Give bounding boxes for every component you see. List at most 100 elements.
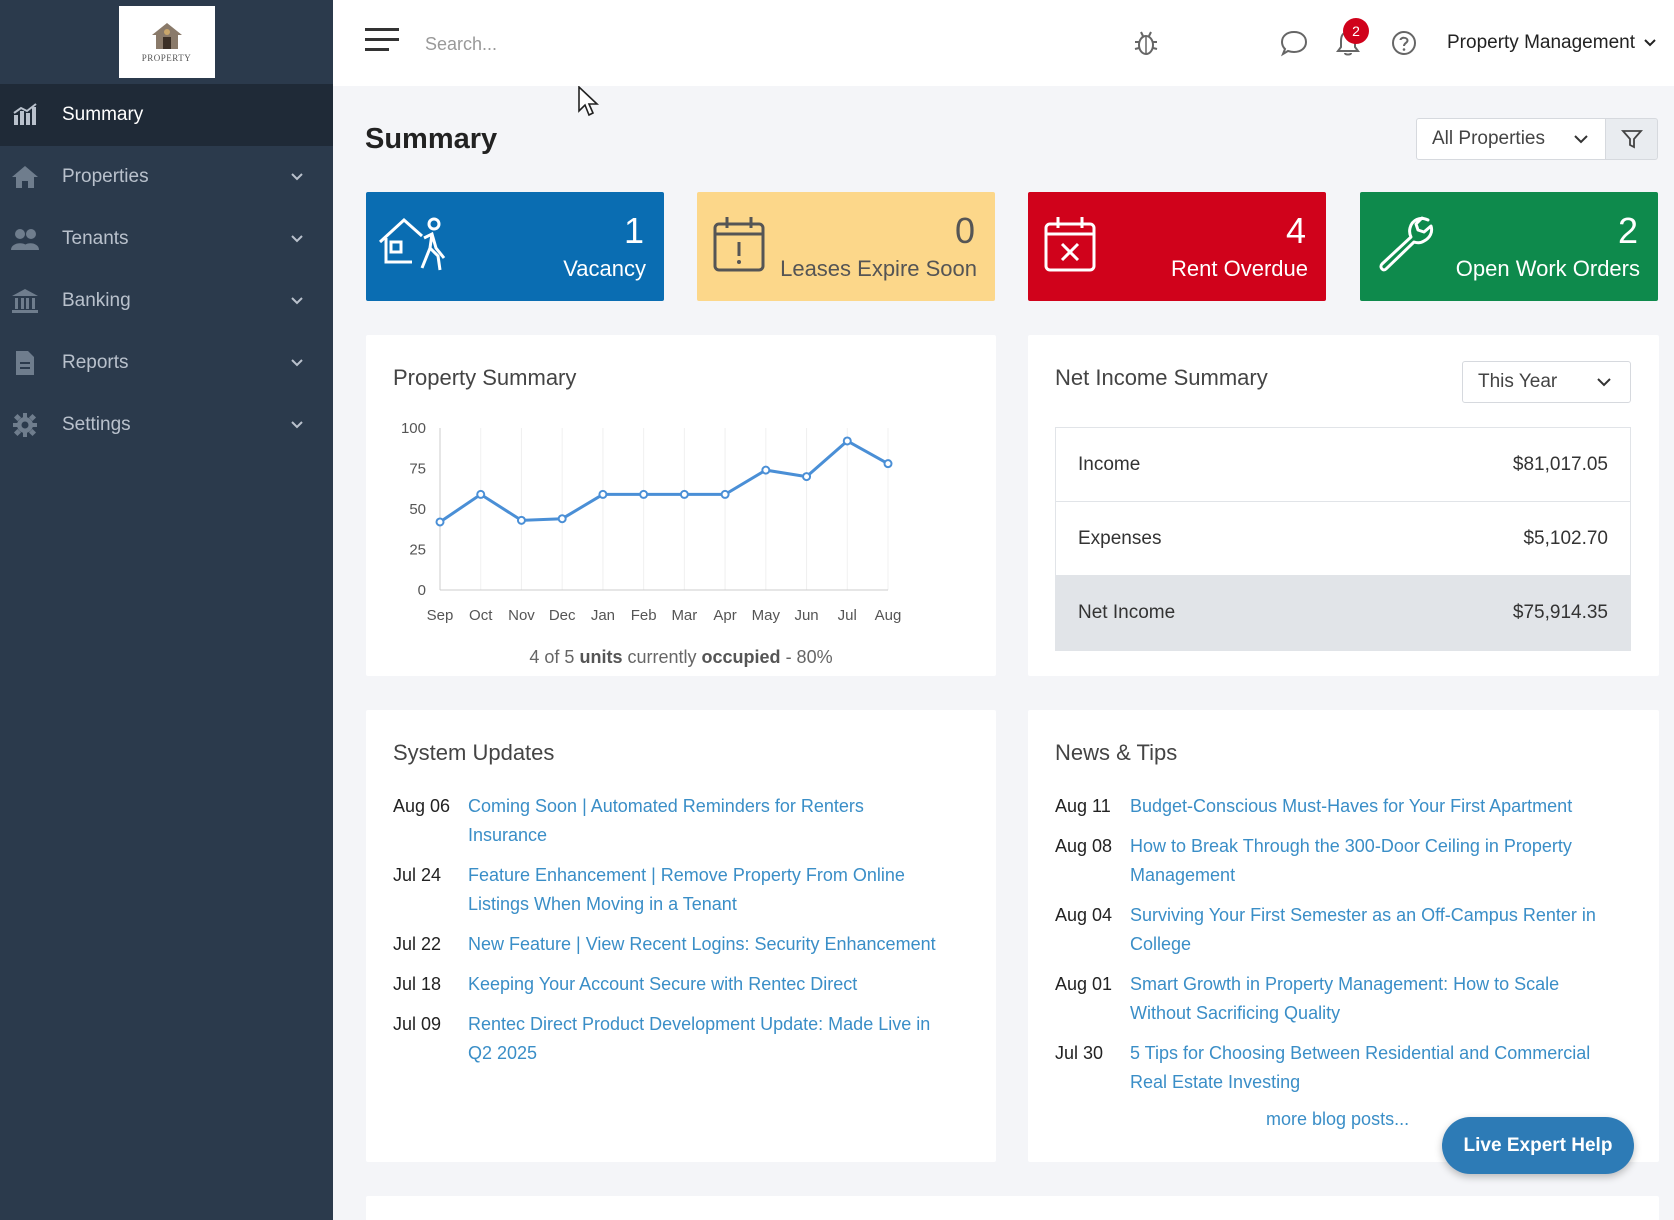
sidebar-item-label: Settings (62, 414, 131, 435)
x-tick-label: May (752, 607, 781, 624)
rent-overdue-count: 4 (1285, 210, 1306, 251)
more-blog-posts-link[interactable]: more blog posts... (1266, 1109, 1410, 1129)
chevron-down-icon (291, 235, 303, 243)
list-item: Aug 06 Coming Soon | Automated Reminders… (393, 792, 936, 850)
caption-units: units (579, 647, 623, 667)
filter-icon (1620, 130, 1643, 149)
account-label: Property Management (1447, 32, 1635, 53)
x-tick-label: Mar (671, 607, 697, 624)
bug-report-icon[interactable] (1131, 28, 1161, 58)
caption-count: 4 of 5 (529, 647, 575, 667)
search-input[interactable] (425, 30, 825, 58)
data-point (476, 489, 486, 499)
update-link[interactable]: Keeping Your Account Secure with Rentec … (468, 974, 858, 994)
live-expert-help-button[interactable]: Live Expert Help (1442, 1117, 1634, 1174)
y-tick-label: 100 (401, 420, 426, 437)
page-title: Summary (365, 123, 498, 155)
data-point (883, 459, 893, 469)
news-list: Aug 11 Budget-Conscious Must-Haves for Y… (1055, 792, 1596, 1108)
document-icon (10, 348, 40, 378)
sidebar-item-label: Properties (62, 166, 149, 187)
sidebar-item-label: Reports (62, 352, 129, 373)
list-item: Jul 22 New Feature | View Recent Logins:… (393, 930, 936, 959)
chevron-down-icon (1644, 39, 1656, 47)
calendar-x-icon (1044, 217, 1096, 272)
row-label: Income (1078, 453, 1141, 475)
sidebar-item-reports[interactable]: Reports (0, 332, 333, 394)
series-line (439, 439, 889, 524)
logo-text: PROPERTY (141, 53, 192, 63)
leases-expire-card[interactable]: 0 Leases Expire Soon (697, 192, 995, 301)
list-item: Jul 30 5 Tips for Choosing Between Resid… (1055, 1039, 1596, 1097)
period-value: This Year (1478, 371, 1558, 392)
house-logo-icon (151, 23, 182, 49)
data-point (435, 517, 445, 527)
news-link[interactable]: 5 Tips for Choosing Between Residential … (1130, 1043, 1591, 1092)
filter-button[interactable] (1605, 118, 1658, 160)
list-item: Aug 11 Budget-Conscious Must-Haves for Y… (1055, 792, 1596, 821)
x-tick-label: Jun (794, 607, 818, 624)
sidebar-item-label: Summary (62, 104, 144, 125)
x-tick-label: Nov (508, 607, 535, 624)
notification-badge: 2 (1343, 18, 1369, 44)
hamburger-menu-icon[interactable] (365, 26, 399, 54)
caption-currently: currently (627, 647, 697, 667)
rent-overdue-card[interactable]: 4 Rent Overdue (1028, 192, 1326, 301)
help-icon[interactable] (1389, 28, 1419, 58)
sidebar-item-properties[interactable]: Properties (0, 146, 333, 208)
list-item: Aug 04 Surviving Your First Semester as … (1055, 901, 1596, 959)
vacancy-card[interactable]: 1 Vacancy (366, 192, 664, 301)
sidebar-item-banking[interactable]: Banking (0, 270, 333, 332)
property-filter-value: All Properties (1432, 128, 1545, 149)
period-select[interactable]: This Year (1462, 361, 1631, 403)
update-link[interactable]: Feature Enhancement | Remove Property Fr… (468, 865, 905, 914)
data-point (598, 489, 608, 499)
occupancy-caption: 4 of 5 units currently occupied - 80% (366, 647, 996, 668)
chevron-down-icon (291, 359, 303, 367)
news-link[interactable]: Smart Growth in Property Management: How… (1130, 974, 1560, 1023)
calendar-alert-icon (713, 217, 765, 272)
x-tick-label: Oct (469, 607, 493, 624)
y-tick-label: 0 (418, 582, 426, 599)
sidebar-item-label: Tenants (62, 228, 129, 249)
x-tick-label: Jul (838, 607, 857, 624)
update-link[interactable]: Coming Soon | Automated Reminders for Re… (468, 796, 864, 845)
leases-expire-count: 0 (954, 210, 975, 251)
panel-title: Net Income Summary (1055, 365, 1268, 390)
chevron-down-icon (1597, 378, 1611, 387)
data-point (516, 515, 526, 525)
list-item: Jul 18 Keeping Your Account Secure with … (393, 970, 936, 999)
work-orders-card[interactable]: 2 Open Work Orders (1360, 192, 1658, 301)
work-orders-count: 2 (1617, 210, 1638, 251)
logo-area: PROPERTY (0, 0, 333, 84)
company-logo[interactable]: PROPERTY (118, 6, 215, 78)
caption-percent: - 80% (785, 647, 833, 667)
item-date: Jul 24 (393, 865, 442, 885)
sidebar-item-settings[interactable]: Settings (0, 394, 333, 456)
news-link[interactable]: Budget-Conscious Must-Haves for Your Fir… (1130, 796, 1573, 816)
system-updates-list: Aug 06 Coming Soon | Automated Reminders… (393, 792, 936, 1079)
news-link[interactable]: How to Break Through the 300-Door Ceilin… (1130, 836, 1572, 885)
list-item: Jul 24 Feature Enhancement | Remove Prop… (393, 861, 936, 919)
bottom-panel (366, 1196, 1659, 1220)
item-date: Aug 04 (1055, 905, 1113, 925)
y-tick-label: 50 (409, 501, 426, 518)
caption-occupied: occupied (701, 647, 781, 667)
sidebar-item-label: Banking (62, 290, 131, 311)
item-date: Jul 22 (393, 934, 442, 954)
wrench-icon (1379, 216, 1434, 272)
chat-icon[interactable] (1279, 28, 1309, 58)
news-link[interactable]: Surviving Your First Semester as an Off-… (1130, 905, 1596, 954)
property-filter-select[interactable]: All Properties (1416, 118, 1606, 160)
row-value: $5,102.70 (1523, 527, 1608, 549)
update-link[interactable]: New Feature | View Recent Logins: Securi… (468, 934, 936, 954)
y-tick-label: 25 (409, 542, 426, 559)
account-menu[interactable]: Property Management (1447, 32, 1657, 54)
update-link[interactable]: Rentec Direct Product Development Update… (468, 1014, 931, 1063)
vacant-house-icon (378, 217, 446, 271)
home-icon (10, 162, 40, 192)
sidebar-item-summary[interactable]: Summary (0, 84, 333, 146)
x-tick-label: Apr (713, 607, 736, 624)
sidebar-item-tenants[interactable]: Tenants (0, 208, 333, 270)
x-tick-label: Sep (427, 607, 454, 624)
